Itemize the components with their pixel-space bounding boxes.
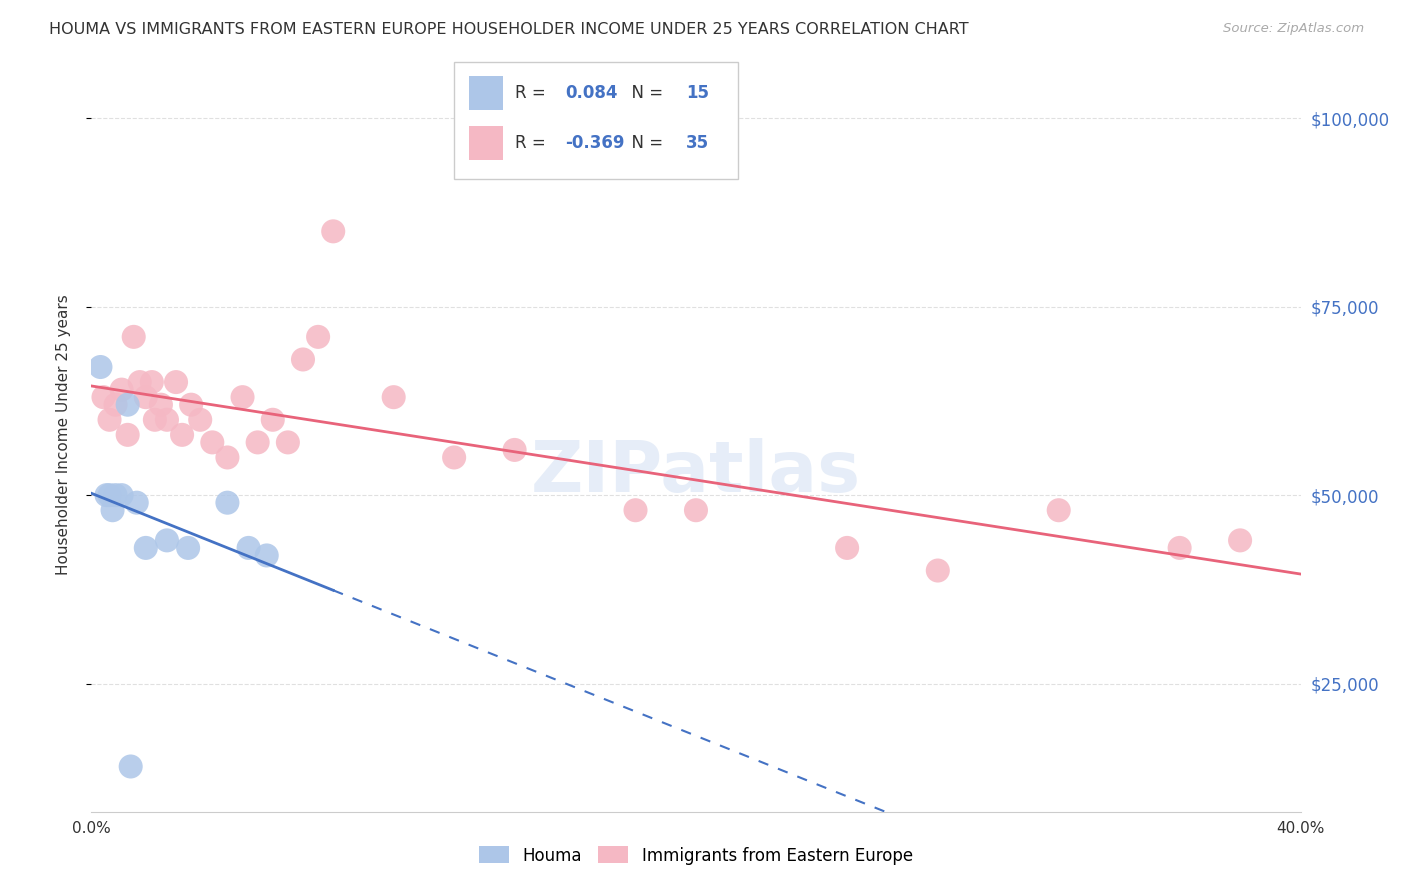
- FancyBboxPatch shape: [454, 62, 738, 178]
- Point: [143, 413, 166, 427]
- Point: [117, 398, 139, 412]
- Point: [98, 488, 121, 502]
- Point: [135, 390, 157, 404]
- Point: [93, 390, 115, 404]
- Text: 35: 35: [686, 134, 710, 153]
- Point: [685, 503, 707, 517]
- Point: [231, 390, 253, 404]
- Point: [104, 488, 127, 502]
- Text: -0.369: -0.369: [565, 134, 624, 153]
- Text: R =: R =: [515, 85, 551, 103]
- Text: N =: N =: [621, 134, 668, 153]
- Text: ZIPatlas: ZIPatlas: [531, 438, 860, 507]
- Point: [256, 549, 278, 563]
- Point: [217, 450, 239, 465]
- Legend: Houma, Immigrants from Eastern Europe: Houma, Immigrants from Eastern Europe: [472, 839, 920, 871]
- Point: [262, 413, 284, 427]
- Point: [322, 224, 344, 238]
- Point: [125, 496, 148, 510]
- Point: [104, 398, 127, 412]
- Text: Source: ZipAtlas.com: Source: ZipAtlas.com: [1223, 22, 1364, 36]
- Point: [1168, 541, 1191, 555]
- Text: R =: R =: [515, 134, 551, 153]
- Point: [188, 413, 211, 427]
- Point: [165, 375, 187, 389]
- Point: [111, 383, 132, 397]
- Point: [96, 488, 118, 502]
- Point: [128, 375, 150, 389]
- Point: [1229, 533, 1251, 548]
- Point: [89, 359, 111, 374]
- Text: 15: 15: [686, 85, 709, 103]
- Point: [101, 503, 124, 517]
- Point: [292, 352, 315, 367]
- Point: [149, 398, 172, 412]
- Point: [111, 488, 132, 502]
- Text: N =: N =: [621, 85, 668, 103]
- Point: [180, 398, 202, 412]
- Point: [307, 330, 329, 344]
- Point: [156, 413, 179, 427]
- Point: [122, 330, 145, 344]
- Point: [177, 541, 200, 555]
- Point: [835, 541, 858, 555]
- Text: 0.084: 0.084: [565, 85, 617, 103]
- Point: [624, 503, 647, 517]
- Y-axis label: Householder Income Under 25 years: Householder Income Under 25 years: [56, 294, 70, 575]
- Point: [238, 541, 260, 555]
- Point: [117, 427, 139, 442]
- Point: [277, 435, 299, 450]
- Point: [246, 435, 269, 450]
- Text: HOUMA VS IMMIGRANTS FROM EASTERN EUROPE HOUSEHOLDER INCOME UNDER 25 YEARS CORREL: HOUMA VS IMMIGRANTS FROM EASTERN EUROPE …: [49, 22, 969, 37]
- Point: [382, 390, 405, 404]
- FancyBboxPatch shape: [468, 126, 502, 160]
- Point: [201, 435, 224, 450]
- Point: [172, 427, 194, 442]
- Point: [98, 413, 121, 427]
- Point: [443, 450, 465, 465]
- Point: [135, 541, 157, 555]
- Point: [503, 442, 526, 457]
- FancyBboxPatch shape: [468, 77, 502, 111]
- Point: [217, 496, 239, 510]
- Point: [120, 759, 142, 773]
- Point: [1047, 503, 1070, 517]
- Point: [927, 564, 949, 578]
- Point: [141, 375, 163, 389]
- Point: [156, 533, 179, 548]
